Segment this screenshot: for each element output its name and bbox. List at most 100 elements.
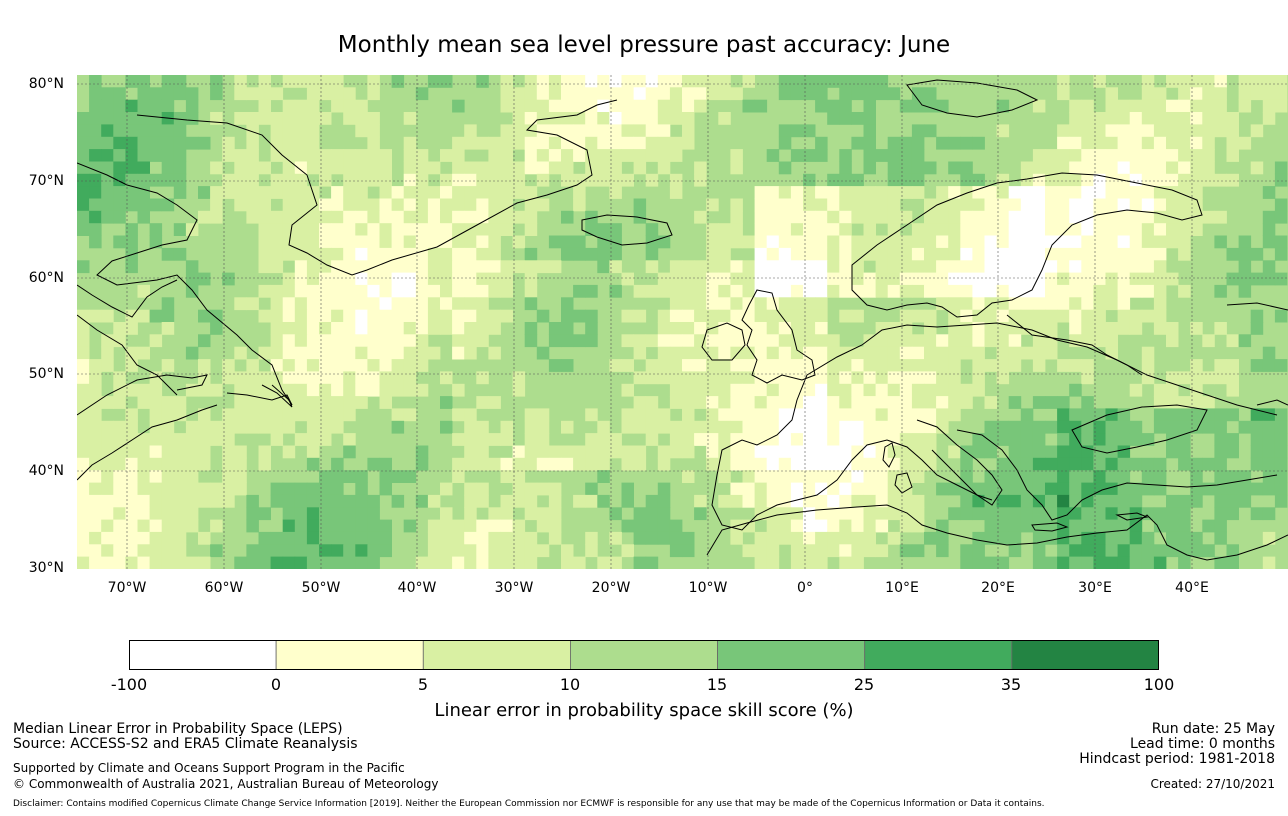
- skill-cell: [585, 531, 598, 545]
- skill-cell: [875, 210, 889, 224]
- skill-cell: [803, 75, 816, 88]
- skill-cell: [669, 420, 683, 434]
- skill-cell: [778, 396, 792, 409]
- skill-cell: [113, 544, 126, 558]
- skill-cell: [936, 408, 949, 422]
- skill-cell: [1057, 309, 1070, 323]
- skill-cell: [633, 396, 647, 409]
- skill-cell: [500, 87, 513, 101]
- skill-cell: [89, 408, 102, 422]
- skill-cell: [258, 445, 271, 459]
- skill-cell: [222, 371, 235, 385]
- skill-cell: [790, 334, 804, 348]
- skill-cell: [887, 457, 901, 471]
- skill-cell: [1166, 420, 1179, 434]
- skill-cell: [536, 457, 550, 471]
- skill-cell: [403, 198, 417, 212]
- skill-cell: [270, 556, 284, 569]
- skill-cell: [270, 136, 284, 150]
- skill-cell: [343, 470, 356, 483]
- skill-cell: [476, 284, 489, 298]
- skill-cell: [210, 161, 223, 175]
- skill-cell: [948, 445, 961, 459]
- skill-cell: [1153, 99, 1167, 113]
- skill-cell: [754, 334, 768, 348]
- skill-cell: [1178, 136, 1191, 150]
- skill-cell: [440, 223, 453, 236]
- skill-cell: [476, 186, 489, 199]
- skill-cell: [1032, 544, 1046, 558]
- skill-cell: [258, 309, 271, 323]
- skill-cell: [1214, 99, 1227, 113]
- skill-cell: [597, 247, 610, 261]
- skill-cell: [367, 87, 380, 101]
- skill-cell: [899, 383, 913, 397]
- skill-cell: [875, 260, 889, 274]
- skill-cell: [815, 284, 828, 298]
- skill-cell: [790, 247, 804, 261]
- skill-cell: [851, 346, 864, 360]
- skill-cell: [597, 149, 610, 162]
- skill-cell: [875, 346, 889, 360]
- skill-cell: [1057, 396, 1070, 409]
- skill-cell: [573, 173, 586, 187]
- skill-cell: [210, 322, 223, 335]
- skill-cell: [1093, 309, 1106, 323]
- skill-cell: [863, 544, 876, 558]
- skill-cell: [270, 87, 284, 101]
- skill-cell: [924, 334, 937, 348]
- skill-cell: [694, 433, 707, 446]
- skill-cell: [367, 284, 380, 298]
- skill-cell: [984, 272, 997, 286]
- skill-cell: [415, 223, 429, 236]
- skill-cell: [270, 260, 284, 274]
- skill-cell: [1262, 457, 1276, 471]
- skill-cell: [984, 260, 997, 274]
- skill-cell: [173, 519, 187, 533]
- skill-cell: [815, 260, 828, 274]
- skill-cell: [1057, 173, 1070, 187]
- skill-cell: [331, 75, 344, 88]
- skill-cell: [246, 112, 259, 125]
- skill-cell: [911, 99, 925, 113]
- skill-cell: [331, 186, 344, 199]
- skill-cell: [270, 309, 284, 323]
- skill-cell: [403, 309, 417, 323]
- skill-cell: [815, 531, 828, 545]
- skill-cell: [948, 309, 961, 323]
- skill-cell: [101, 99, 114, 113]
- skill-cell: [1262, 186, 1276, 199]
- skill-cell: [137, 445, 150, 459]
- skill-cell: [972, 433, 985, 446]
- skill-cell: [1093, 124, 1106, 138]
- skill-cell: [1069, 482, 1082, 496]
- skill-cell: [597, 124, 610, 138]
- skill-cell: [415, 383, 429, 397]
- skill-cell: [633, 87, 647, 101]
- skill-cell: [778, 322, 792, 335]
- skill-cell: [464, 235, 477, 249]
- skill-cell: [1008, 322, 1022, 335]
- skill-cell: [415, 198, 429, 212]
- skill-cell: [875, 272, 889, 286]
- skill-cell: [851, 482, 864, 496]
- skill-cell: [851, 198, 864, 212]
- skill-cell: [210, 198, 223, 212]
- skill-cell: [1166, 531, 1179, 545]
- skill-cell: [790, 359, 804, 372]
- skill-cell: [173, 494, 187, 508]
- skill-cell: [960, 482, 973, 496]
- skill-cell: [1020, 519, 1034, 533]
- skill-cell: [851, 544, 864, 558]
- skill-cell: [1093, 457, 1106, 471]
- skill-cell: [476, 75, 489, 88]
- skill-cell: [77, 334, 90, 348]
- skill-cell: [524, 161, 538, 175]
- skill-cell: [319, 210, 332, 224]
- skill-cell: [452, 149, 465, 162]
- skill-cell: [694, 99, 707, 113]
- skill-cell: [234, 87, 247, 101]
- skill-cell: [1274, 309, 1288, 323]
- info-run-date: Run date: 25 May: [1151, 721, 1275, 737]
- skill-cell: [948, 346, 961, 360]
